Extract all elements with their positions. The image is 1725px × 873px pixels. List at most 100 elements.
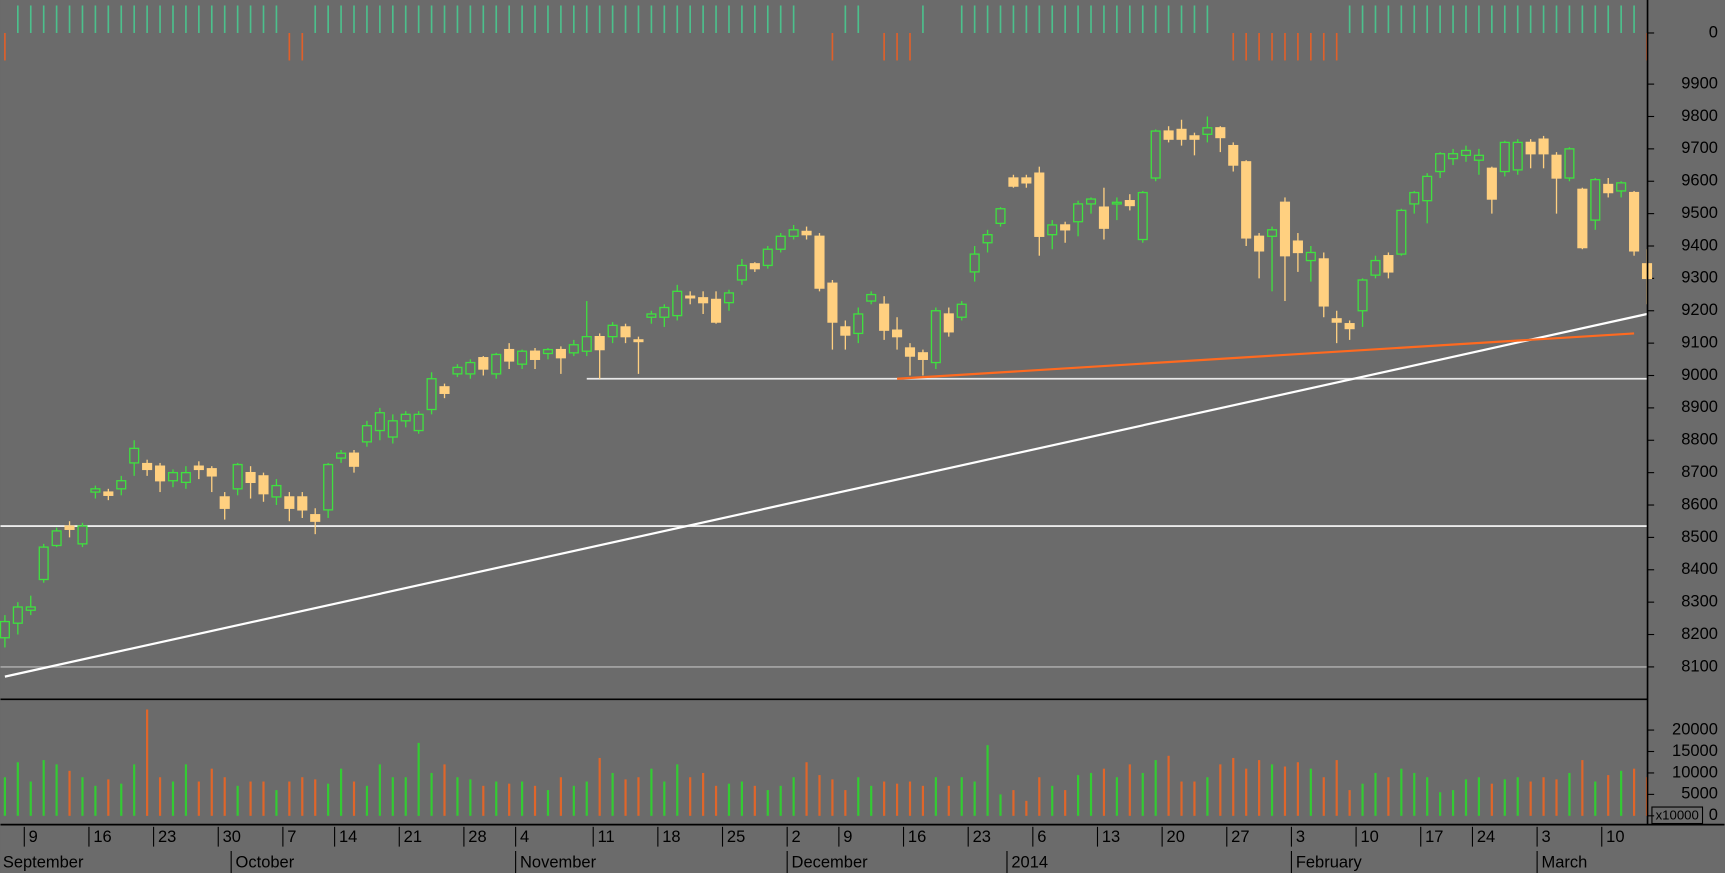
candle-body (271, 484, 282, 498)
candle-body (1073, 203, 1084, 223)
x-tick-label: 9 (843, 828, 852, 846)
candle-body (646, 313, 657, 318)
candle-body (1318, 258, 1329, 307)
x-tick-label: 30 (223, 828, 241, 846)
y-tick-label: 10000 (1672, 763, 1718, 781)
candle-body (1499, 141, 1510, 173)
candle-body (90, 488, 101, 493)
candle-body (1590, 178, 1601, 221)
candle-body (1525, 141, 1536, 155)
candle-body (258, 475, 269, 495)
x-tick-label: 23 (973, 828, 991, 846)
x-tick-label: 16 (93, 828, 111, 846)
candle-body (297, 496, 308, 511)
candle-body (154, 465, 166, 482)
x-tick-label: 9 (29, 828, 38, 846)
candle-body (310, 514, 321, 522)
candle-body (1292, 240, 1303, 254)
candle-body (762, 248, 773, 267)
candle-body (1266, 229, 1278, 237)
candle-body (478, 357, 489, 370)
candle-body (439, 386, 450, 394)
candle-body (1279, 201, 1291, 257)
candle-body (400, 413, 411, 422)
candle-body (1034, 172, 1045, 237)
candle-body (129, 447, 140, 464)
y-tick-label: 9700 (1681, 139, 1718, 157)
y-tick-label: 8900 (1681, 398, 1718, 416)
candle-body (426, 378, 437, 411)
x-tick-label: 25 (727, 828, 745, 846)
candle-body (1577, 188, 1588, 249)
candle-body (142, 462, 153, 471)
candle-body (1150, 130, 1161, 179)
candle-body (1629, 191, 1640, 252)
candle-body (374, 412, 385, 432)
candle-body (736, 264, 747, 281)
candle-body (594, 335, 605, 351)
x-tick-label: 17 (1425, 828, 1443, 846)
candle-body (232, 463, 243, 490)
candle-body (517, 350, 528, 365)
candle-body (25, 606, 36, 611)
candle-body (1422, 175, 1433, 202)
y-tick-label: 20000 (1672, 720, 1718, 738)
month-label: March (1542, 853, 1588, 871)
candle-body (103, 491, 114, 496)
month-label: 2014 (1011, 853, 1048, 871)
candle-body (1189, 135, 1200, 140)
y-tick-label: 8500 (1681, 528, 1718, 546)
candle-body (1409, 191, 1420, 205)
candle-body (723, 292, 735, 304)
candle-body (387, 420, 398, 438)
candle-body (1215, 127, 1226, 139)
trend-line (4, 312, 1648, 678)
candle-body (1047, 224, 1058, 236)
y-tick-label: 9500 (1681, 204, 1718, 222)
candle-body (1060, 224, 1071, 231)
candle-body (284, 496, 295, 509)
candle-body (1241, 161, 1252, 239)
candle-body (542, 348, 554, 355)
candle-body (1603, 183, 1614, 194)
candle-body (607, 324, 618, 338)
candle-body (1564, 148, 1575, 179)
candle-body (1435, 153, 1446, 173)
candle-body (180, 471, 191, 484)
candle-body (193, 465, 204, 471)
candle-body (892, 329, 903, 338)
candle-body (956, 303, 967, 318)
x-tick-label: 14 (339, 828, 357, 846)
candle-body (1357, 279, 1368, 312)
x-tick-label: 27 (1231, 828, 1249, 846)
candle-body (1111, 201, 1122, 205)
candle-body (1124, 200, 1135, 207)
x-tick-label: 16 (908, 828, 926, 846)
candle-body (620, 326, 631, 338)
candle-body (710, 298, 722, 323)
x-tick-label: 10 (1606, 828, 1624, 846)
y-tick-label: 9300 (1681, 269, 1718, 287)
y-tick-label: 8800 (1681, 431, 1718, 449)
candle-body (853, 313, 864, 335)
candle-body (982, 234, 993, 244)
candle-body (659, 306, 670, 318)
candle-body (116, 480, 127, 490)
x-tick-label: 10 (1360, 828, 1378, 846)
candle-body (904, 347, 916, 357)
candle-body (995, 208, 1006, 224)
x-tick-label: 6 (1037, 828, 1046, 846)
candle-body (698, 297, 709, 304)
candle-body (38, 546, 49, 581)
candle-body (866, 293, 877, 302)
y-tick-label: 0 (1709, 23, 1718, 41)
y-tick-label: 8400 (1681, 560, 1718, 578)
candle-body (788, 229, 799, 237)
candle-body (1176, 128, 1187, 140)
candle-body (336, 452, 347, 459)
candle-body (51, 530, 62, 547)
candle-body (529, 350, 541, 360)
y-tick-label: 8600 (1681, 495, 1718, 513)
